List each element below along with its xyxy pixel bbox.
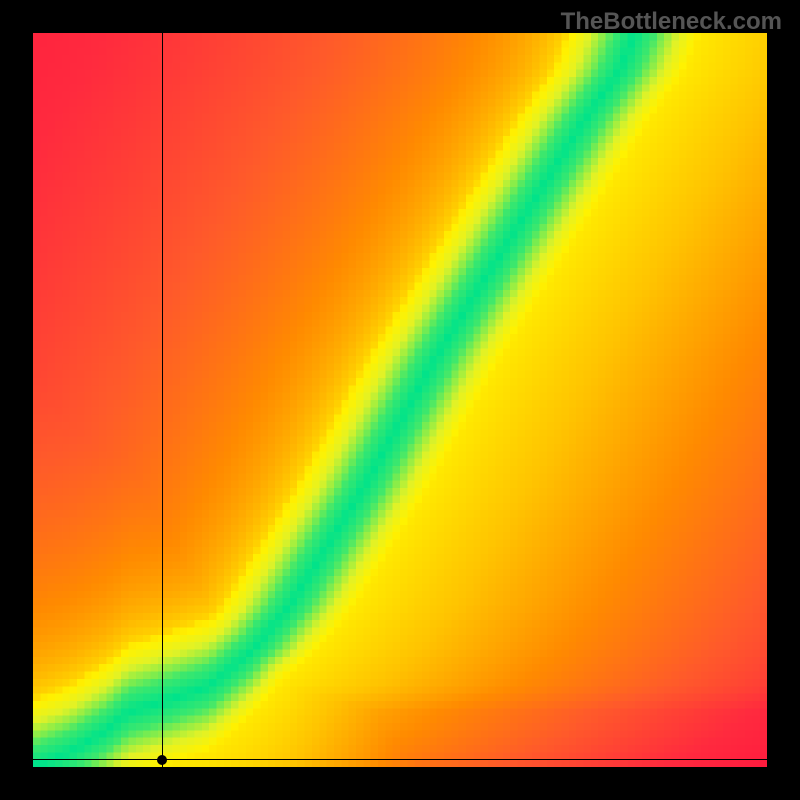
crosshair-horizontal	[33, 759, 767, 760]
bottleneck-heatmap	[33, 33, 767, 767]
crosshair-vertical	[162, 33, 163, 767]
watermark: TheBottleneck.com	[561, 8, 782, 36]
crosshair-marker	[157, 755, 167, 765]
